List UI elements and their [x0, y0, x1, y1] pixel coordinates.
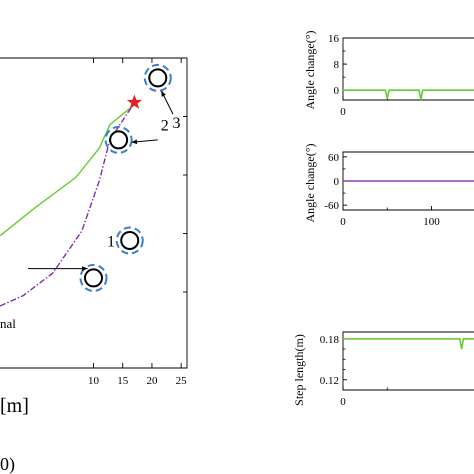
y-tick-label: 0.12 — [320, 375, 339, 387]
x-tick-label: 100 — [423, 216, 440, 228]
obstacle-label: 1 — [107, 233, 115, 250]
y-axis-label: Angle change(°) — [303, 143, 317, 222]
obstacle-2 — [109, 130, 129, 150]
y-axis-label: Step length(m) — [292, 334, 306, 406]
x-tick-label: 0 — [340, 216, 346, 228]
y-tick-label: 0 — [334, 85, 340, 97]
obstacle-1 — [84, 268, 103, 288]
panel-frame — [342, 331, 474, 391]
obstacle-arrowhead-2 — [131, 139, 138, 145]
x-tick-label: 0 — [340, 396, 346, 408]
y-tick-label: 60 — [328, 152, 340, 164]
obstacle-3 — [148, 68, 168, 88]
y-tick-label: 16 — [328, 33, 340, 45]
obstacle-boundary-4 — [115, 226, 144, 255]
angle-change-plot-top: 16 8 00 Angle change(°) — [303, 30, 474, 118]
x-axis-label: [m] — [0, 395, 29, 417]
trajectory-line-1 — [0, 106, 132, 237]
obstacle-boundary-3 — [143, 63, 172, 92]
obstacle-arrowhead-3 — [161, 90, 166, 97]
y-tick-label: -60 — [324, 200, 339, 212]
panel-frame — [342, 37, 474, 101]
series-line-1 — [343, 337, 474, 350]
partial-caption: 0) — [0, 454, 15, 474]
x-tick-label: 10 — [88, 375, 100, 387]
x-tick-label: 20 — [146, 375, 158, 387]
goal-star — [126, 94, 142, 109]
obstacle-boundary-2 — [104, 125, 133, 154]
y-tick-label: 0 — [334, 176, 340, 188]
legend-text-fragment: nal — [0, 316, 16, 331]
obstacle-label: 3 — [172, 115, 180, 132]
step-length-plot: 0.18 0.120 Step length(m) — [292, 331, 474, 408]
x-tick-label: 25 — [176, 375, 188, 387]
y-tick-label: 0.18 — [320, 334, 340, 346]
obstacle-4 — [120, 230, 140, 250]
obstacle-label: 2 — [161, 118, 169, 135]
series-line-1 — [343, 89, 474, 101]
x-tick-label: 15 — [117, 375, 129, 387]
y-tick-label: 8 — [334, 59, 340, 71]
x-tick-label: 0 — [340, 106, 346, 118]
obstacle-boundary-1 — [79, 263, 108, 292]
y-axis-label: Angle change(°) — [303, 30, 317, 109]
obstacle-arrowhead-1 — [82, 266, 88, 271]
trajectory-plot: 10 15 20 25 [m] 1 2 3 nal 0) — [0, 57, 188, 474]
